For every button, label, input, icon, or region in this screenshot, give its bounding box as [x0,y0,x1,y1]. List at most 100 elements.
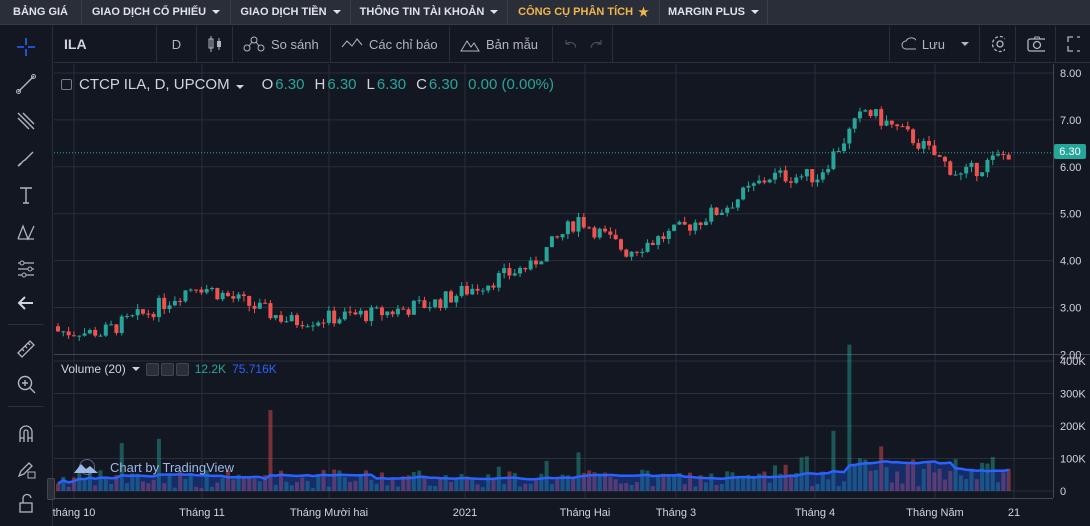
brush-tool[interactable] [11,143,41,173]
prediction-tool[interactable] [11,254,41,284]
candle [337,319,342,324]
templates-label: Bản mẫu [486,36,539,52]
volume-bar [257,481,262,491]
candle [852,118,857,129]
candle [172,300,177,306]
volume-bar [502,483,507,491]
candle [422,300,427,309]
volume-bar [730,472,735,491]
remove-tool[interactable] [11,288,41,318]
indicators-button[interactable]: Các chỉ báo [331,25,450,63]
templates-button[interactable]: Bản mẫu [450,25,553,63]
symbol-search[interactable]: ILA [54,25,157,63]
volume-bar [310,487,315,491]
volume-bar [746,474,751,491]
interval-button[interactable]: D [157,25,197,63]
nav-margin-plus[interactable]: MARGIN PLUS [660,0,768,25]
candle [342,311,347,320]
volume-bar [831,430,836,491]
volume-bar [125,483,130,491]
price-tick-label: 3.00 [1060,303,1081,315]
candle [135,309,140,316]
chart-style-button[interactable] [197,25,233,63]
candle [900,126,905,128]
nav-thong-tin-tai-khoan[interactable]: THÔNG TIN TÀI KHOẢN [351,0,508,25]
candle [268,303,273,319]
candle [98,335,103,337]
volume-bar [427,485,432,491]
candle [247,296,252,306]
candle [746,185,751,188]
candle [847,128,852,144]
volume-bar [618,483,623,491]
time-tick-label: Tháng Năm [906,507,963,519]
volume-bar [836,486,841,491]
candle [82,333,87,336]
time-axis[interactable]: tháng 10 Tháng 11 Tháng Mười hai 2021 Tháng … [53,507,1021,519]
volume-bar [964,478,969,491]
zoom-tool[interactable] [11,369,41,399]
redo-icon[interactable] [590,38,603,50]
volume-ma-area [58,461,1009,491]
volume-bar [348,481,353,491]
volume-bar [937,468,942,491]
lock-drawing-tool[interactable] [11,454,41,484]
fullscreen-button[interactable] [1056,26,1090,63]
volume-bar [969,468,974,491]
volume-bar [624,483,629,491]
nav-bang-gia[interactable]: BẢNG GIÁ [0,0,82,25]
candle [496,273,501,288]
text-tool[interactable] [11,180,41,210]
measure-tool[interactable] [11,334,41,364]
volume-ma-line [57,460,1009,485]
nav-giao-dich-tien[interactable]: GIAO DỊCH TIỀN [231,0,351,25]
candle [140,309,145,314]
undo-icon[interactable] [563,38,576,50]
volume-bar [204,470,209,491]
volume-axis[interactable]: 400K 300K 200K 100K 0 [1060,356,1086,498]
candle [820,172,825,180]
volume-bar [305,480,310,491]
nav-cong-cu-phan-tich[interactable]: CÔNG CỤ PHÂN TÍCH ★ [508,0,660,25]
legend-symbol[interactable]: CTCP ILA, D, UPCOM [79,76,244,93]
candle [210,288,215,290]
trendline-tool[interactable] [11,69,41,99]
candle [932,145,937,156]
cloud-icon [901,37,916,50]
candle [146,313,151,315]
fib-tool[interactable] [11,106,41,136]
candle [151,313,156,318]
volume-bar [677,473,682,491]
volume-bar [151,479,156,491]
crosshair-tool[interactable] [11,32,41,62]
candle [618,239,623,250]
volume-title[interactable]: Volume (20) [61,362,126,376]
unlock-tool[interactable] [11,488,41,518]
volume-bar [236,474,241,491]
close-icon[interactable] [175,362,189,376]
collapse-sidebar-handle[interactable] [47,478,55,500]
collapse-legend-button[interactable] [61,79,72,90]
volume-bar [905,462,910,491]
eye-icon[interactable] [145,362,159,376]
volume-bar [608,476,613,491]
settings-button[interactable] [980,25,1016,63]
volume-bar [231,479,236,491]
pattern-tool[interactable] [11,217,41,247]
compare-icon [243,36,265,52]
candle [512,273,517,276]
snapshot-button[interactable] [1016,25,1056,63]
volume-bar [316,474,321,491]
volume-bar [698,475,703,491]
volume-bar [98,470,103,491]
nav-giao-dich-co-phieu[interactable]: GIAO DỊCH CỔ PHIẾU [82,0,231,25]
save-button[interactable]: Lưu [890,25,980,63]
magnet-tool[interactable] [11,419,41,449]
tradingview-watermark[interactable]: Chart by TradingView [72,458,234,476]
compare-button[interactable]: So sánh [233,25,331,63]
volume-bar [374,483,379,491]
price-axis[interactable]: 8.00 7.00 6.00 5.00 4.00 3.00 2.00 [1060,68,1081,361]
gear-icon[interactable] [160,362,174,376]
volume-bar [656,474,661,491]
